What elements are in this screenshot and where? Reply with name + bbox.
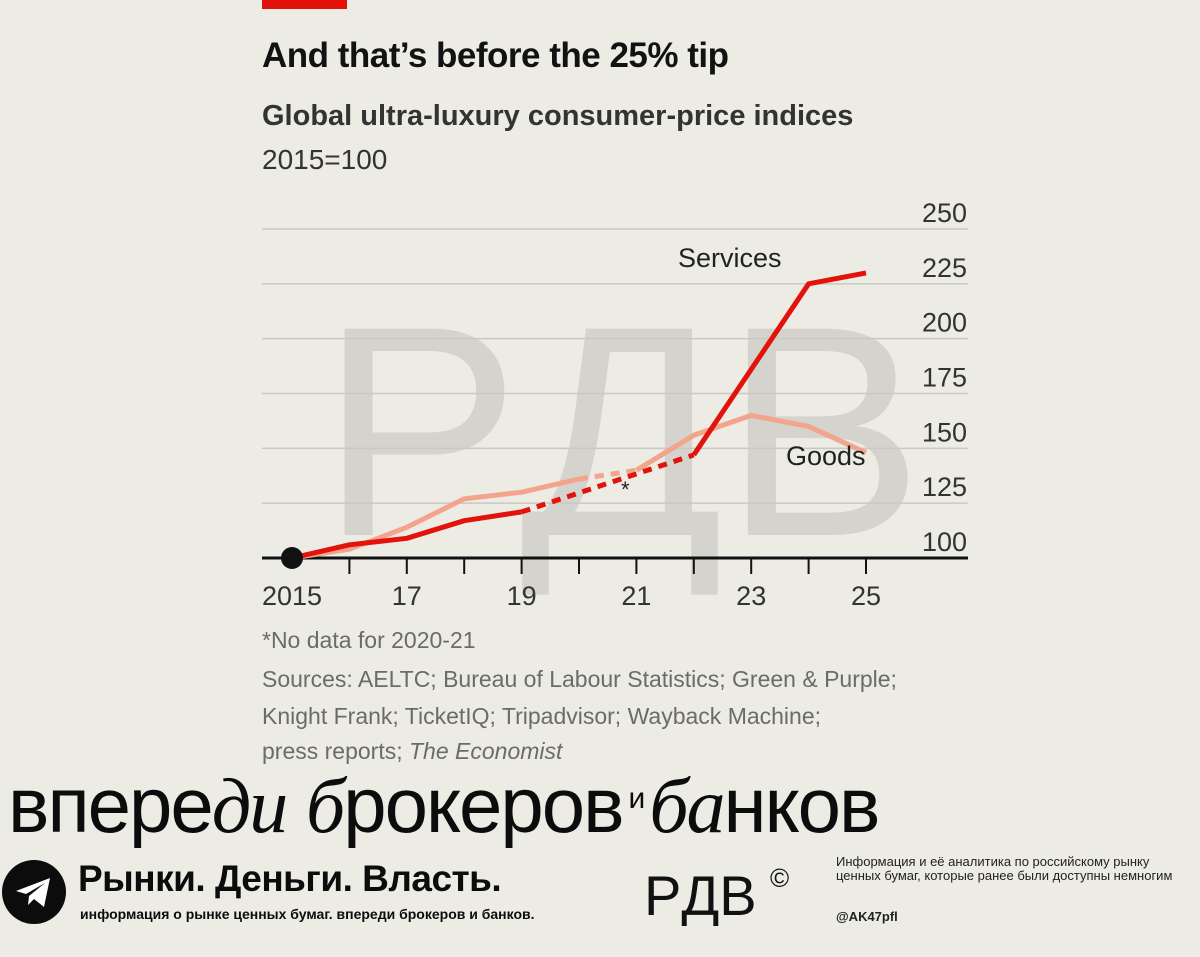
y-tick-label-250: 250	[922, 198, 967, 228]
series-line-goods-dashed	[578, 467, 637, 482]
chart-unit: 2015=100	[262, 144, 388, 175]
y-tick-label-100: 100	[922, 527, 967, 557]
banner-word1-ital: ди	[211, 762, 288, 849]
x-tick-label-2015: 2015	[262, 581, 322, 611]
x-tick-label-17: 17	[392, 581, 422, 611]
info-text: Информация и её аналитика по российскому…	[836, 854, 1173, 883]
pdb-logo-text: PДB	[644, 864, 757, 927]
y-tick-label-225: 225	[922, 253, 967, 283]
pdb-logo: PДB ©	[644, 863, 789, 927]
banner-conj: и	[628, 782, 646, 815]
sources-line-2: Knight Frank; TicketIQ; Tripadvisor; Way…	[262, 703, 822, 729]
telegram-icon[interactable]	[2, 860, 66, 924]
sources-line-1: Sources: AELTC; Bureau of Labour Statist…	[262, 666, 897, 692]
banner-word1: впере	[8, 761, 214, 849]
start-point-marker	[281, 547, 303, 569]
x-axis: 2015 17 19 21 23 25	[262, 556, 968, 611]
banner-word2: рокеров	[343, 761, 624, 849]
x-tick-label-19: 19	[507, 581, 537, 611]
footnote-no-data: *No data for 2020-21	[262, 627, 476, 653]
slogan-subtitle: информация о рынке ценных бумаг. впереди…	[80, 906, 535, 922]
series-label-services: Services	[678, 243, 782, 273]
series-line-goods-before	[291, 476, 580, 561]
y-tick-label-150: 150	[922, 417, 967, 447]
channel-handle[interactable]: @AK47pfl	[836, 909, 898, 924]
banner-word3: нков	[723, 761, 881, 849]
y-tick-label-125: 125	[922, 472, 967, 502]
grid	[262, 228, 968, 504]
copyright-mark: ©	[770, 863, 789, 893]
slogan: Рынки. Деньги. Власть.	[78, 858, 502, 899]
watermark-text: PДB	[320, 263, 923, 599]
series-line-services-after	[691, 270, 867, 457]
x-tick-label-21: 21	[621, 581, 651, 611]
banner-word2-ital: б	[305, 762, 345, 849]
line-chart: PДB 100 125 150 175 200 225 250 2015 17 19 21 23 25…	[262, 198, 968, 611]
chart-title: And that’s before the 25% tip	[262, 36, 729, 75]
economist-red-tag	[262, 0, 347, 9]
series-line-services-before	[291, 509, 522, 561]
watermark: PДB	[320, 263, 923, 599]
series-line-services-dashed	[520, 452, 695, 515]
sources-economist: The Economist	[409, 738, 563, 764]
sources-line-3-text: press reports;	[262, 738, 409, 764]
series-label-goods: Goods	[786, 441, 866, 471]
banner-word3-ital: ба	[649, 762, 725, 849]
x-tick-label-25: 25	[851, 581, 881, 611]
y-tick-label-200: 200	[922, 308, 967, 338]
sources-line-3: press reports; The Economist	[262, 738, 562, 765]
series-line-goods-after	[635, 412, 868, 473]
no-data-asterisk: *	[621, 477, 630, 502]
x-tick-label-23: 23	[736, 581, 766, 611]
banner-headline: впереди брокеров ибанков	[8, 760, 1198, 851]
chart-subtitle: Global ultra-luxury consumer-price indic…	[262, 100, 854, 132]
y-tick-label-175: 175	[922, 363, 967, 393]
telegram-plane-icon	[16, 878, 50, 907]
y-axis-ticks: 100 125 150 175 200 225 250	[922, 198, 967, 557]
series-lines	[291, 270, 868, 561]
